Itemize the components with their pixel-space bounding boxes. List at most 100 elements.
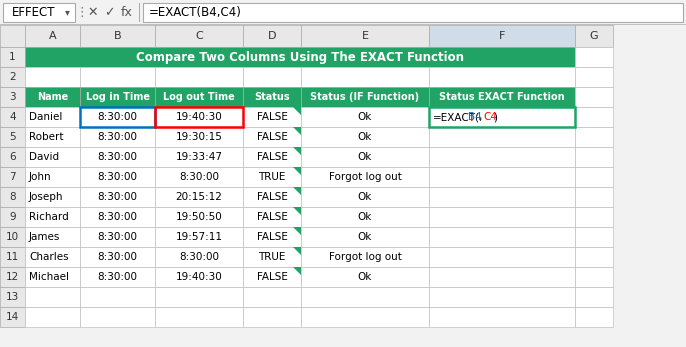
- Bar: [301, 187, 429, 207]
- Text: 8: 8: [9, 192, 16, 202]
- Text: Log out Time: Log out Time: [163, 92, 235, 102]
- Text: =EXACT(B4,C4): =EXACT(B4,C4): [149, 6, 242, 19]
- Bar: [0, 147, 25, 167]
- Text: ✕: ✕: [88, 6, 98, 19]
- Bar: [243, 147, 301, 167]
- Bar: [243, 127, 301, 147]
- Bar: [80, 167, 155, 187]
- Text: 8:30:00: 8:30:00: [179, 172, 219, 182]
- Bar: [155, 147, 243, 167]
- Text: D: D: [268, 31, 276, 41]
- Bar: [155, 187, 243, 207]
- Text: =EXACT(: =EXACT(: [433, 112, 480, 122]
- Bar: [429, 147, 575, 167]
- Text: Daniel: Daniel: [29, 112, 62, 122]
- Bar: [80, 127, 155, 147]
- Bar: [575, 107, 613, 127]
- Bar: [0, 67, 25, 87]
- Bar: [25, 167, 80, 187]
- Text: 19:40:30: 19:40:30: [176, 272, 222, 282]
- Text: ⋮: ⋮: [75, 6, 88, 19]
- Text: fx: fx: [121, 6, 133, 19]
- Bar: [155, 87, 243, 107]
- Bar: [243, 25, 301, 47]
- Bar: [0, 25, 25, 47]
- Text: 9: 9: [9, 212, 16, 222]
- Text: 12: 12: [6, 272, 19, 282]
- Text: 14: 14: [6, 312, 19, 322]
- Text: FALSE: FALSE: [257, 212, 287, 222]
- Text: 11: 11: [6, 252, 19, 262]
- Text: Forgot log out: Forgot log out: [329, 252, 401, 262]
- Text: ,: ,: [478, 112, 482, 122]
- Text: 8:30:00: 8:30:00: [97, 112, 137, 122]
- Bar: [575, 227, 613, 247]
- Polygon shape: [293, 187, 301, 195]
- Bar: [301, 67, 429, 87]
- Text: Ok: Ok: [358, 132, 372, 142]
- Text: TRUE: TRUE: [259, 172, 285, 182]
- Bar: [25, 107, 80, 127]
- Bar: [301, 247, 429, 267]
- Bar: [301, 167, 429, 187]
- Text: Ok: Ok: [358, 212, 372, 222]
- Text: 7: 7: [9, 172, 16, 182]
- Text: 19:57:11: 19:57:11: [176, 232, 222, 242]
- Text: G: G: [590, 31, 598, 41]
- Polygon shape: [293, 147, 301, 155]
- Bar: [429, 25, 575, 47]
- Text: FALSE: FALSE: [257, 232, 287, 242]
- Bar: [25, 287, 80, 307]
- Text: Robert: Robert: [29, 132, 64, 142]
- Bar: [429, 227, 575, 247]
- Bar: [0, 207, 25, 227]
- Bar: [575, 147, 613, 167]
- Bar: [80, 147, 155, 167]
- Text: Log in Time: Log in Time: [86, 92, 150, 102]
- Text: 19:40:30: 19:40:30: [176, 112, 222, 122]
- Bar: [0, 0, 686, 25]
- Bar: [575, 287, 613, 307]
- Text: B: B: [114, 31, 121, 41]
- Text: 4: 4: [9, 112, 16, 122]
- Polygon shape: [293, 167, 301, 175]
- Text: ): ): [493, 112, 497, 122]
- Bar: [575, 25, 613, 47]
- Text: FALSE: FALSE: [257, 132, 287, 142]
- Bar: [80, 267, 155, 287]
- Polygon shape: [293, 207, 301, 215]
- Bar: [25, 307, 80, 327]
- Bar: [0, 187, 25, 207]
- Text: John: John: [29, 172, 51, 182]
- Text: 20:15:12: 20:15:12: [176, 192, 222, 202]
- Text: FALSE: FALSE: [257, 192, 287, 202]
- Bar: [80, 107, 155, 127]
- Bar: [575, 67, 613, 87]
- Bar: [301, 127, 429, 147]
- Bar: [243, 107, 301, 127]
- Bar: [301, 107, 429, 127]
- Bar: [25, 127, 80, 147]
- Bar: [429, 287, 575, 307]
- Text: 13: 13: [6, 292, 19, 302]
- Text: ▾: ▾: [64, 8, 69, 17]
- Bar: [243, 247, 301, 267]
- Bar: [155, 167, 243, 187]
- Text: Richard: Richard: [29, 212, 69, 222]
- Bar: [25, 247, 80, 267]
- Text: 8:30:00: 8:30:00: [97, 232, 137, 242]
- Bar: [243, 287, 301, 307]
- Bar: [429, 167, 575, 187]
- Bar: [80, 227, 155, 247]
- Bar: [0, 167, 25, 187]
- Bar: [301, 87, 429, 107]
- Bar: [243, 187, 301, 207]
- Bar: [575, 267, 613, 287]
- Text: FALSE: FALSE: [257, 112, 287, 122]
- Bar: [575, 127, 613, 147]
- Bar: [155, 127, 243, 147]
- Text: 8:30:00: 8:30:00: [97, 212, 137, 222]
- Bar: [155, 25, 243, 47]
- Text: Compare Two Columns Using The EXACT Function: Compare Two Columns Using The EXACT Func…: [136, 51, 464, 64]
- Bar: [155, 247, 243, 267]
